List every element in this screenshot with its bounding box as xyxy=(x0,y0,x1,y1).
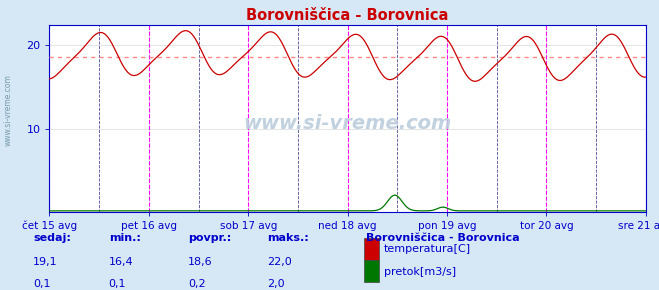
Text: 22,0: 22,0 xyxy=(267,257,292,267)
Text: 2,0: 2,0 xyxy=(267,279,285,289)
Text: 16,4: 16,4 xyxy=(109,257,133,267)
Text: sedaj:: sedaj: xyxy=(33,233,71,243)
Text: 18,6: 18,6 xyxy=(188,257,212,267)
Text: min.:: min.: xyxy=(109,233,140,243)
Title: Borovniščica - Borovnica: Borovniščica - Borovnica xyxy=(246,8,449,23)
Text: www.si-vreme.com: www.si-vreme.com xyxy=(243,114,452,133)
Text: temperatura[C]: temperatura[C] xyxy=(384,244,471,254)
Text: maks.:: maks.: xyxy=(267,233,308,243)
Text: www.si-vreme.com: www.si-vreme.com xyxy=(3,74,13,146)
Text: 19,1: 19,1 xyxy=(33,257,57,267)
Text: 0,1: 0,1 xyxy=(33,279,51,289)
Text: Borovniščica - Borovnica: Borovniščica - Borovnica xyxy=(366,233,519,243)
Text: 0,1: 0,1 xyxy=(109,279,127,289)
Text: 0,2: 0,2 xyxy=(188,279,206,289)
Text: povpr.:: povpr.: xyxy=(188,233,231,243)
Text: pretok[m3/s]: pretok[m3/s] xyxy=(384,267,456,277)
